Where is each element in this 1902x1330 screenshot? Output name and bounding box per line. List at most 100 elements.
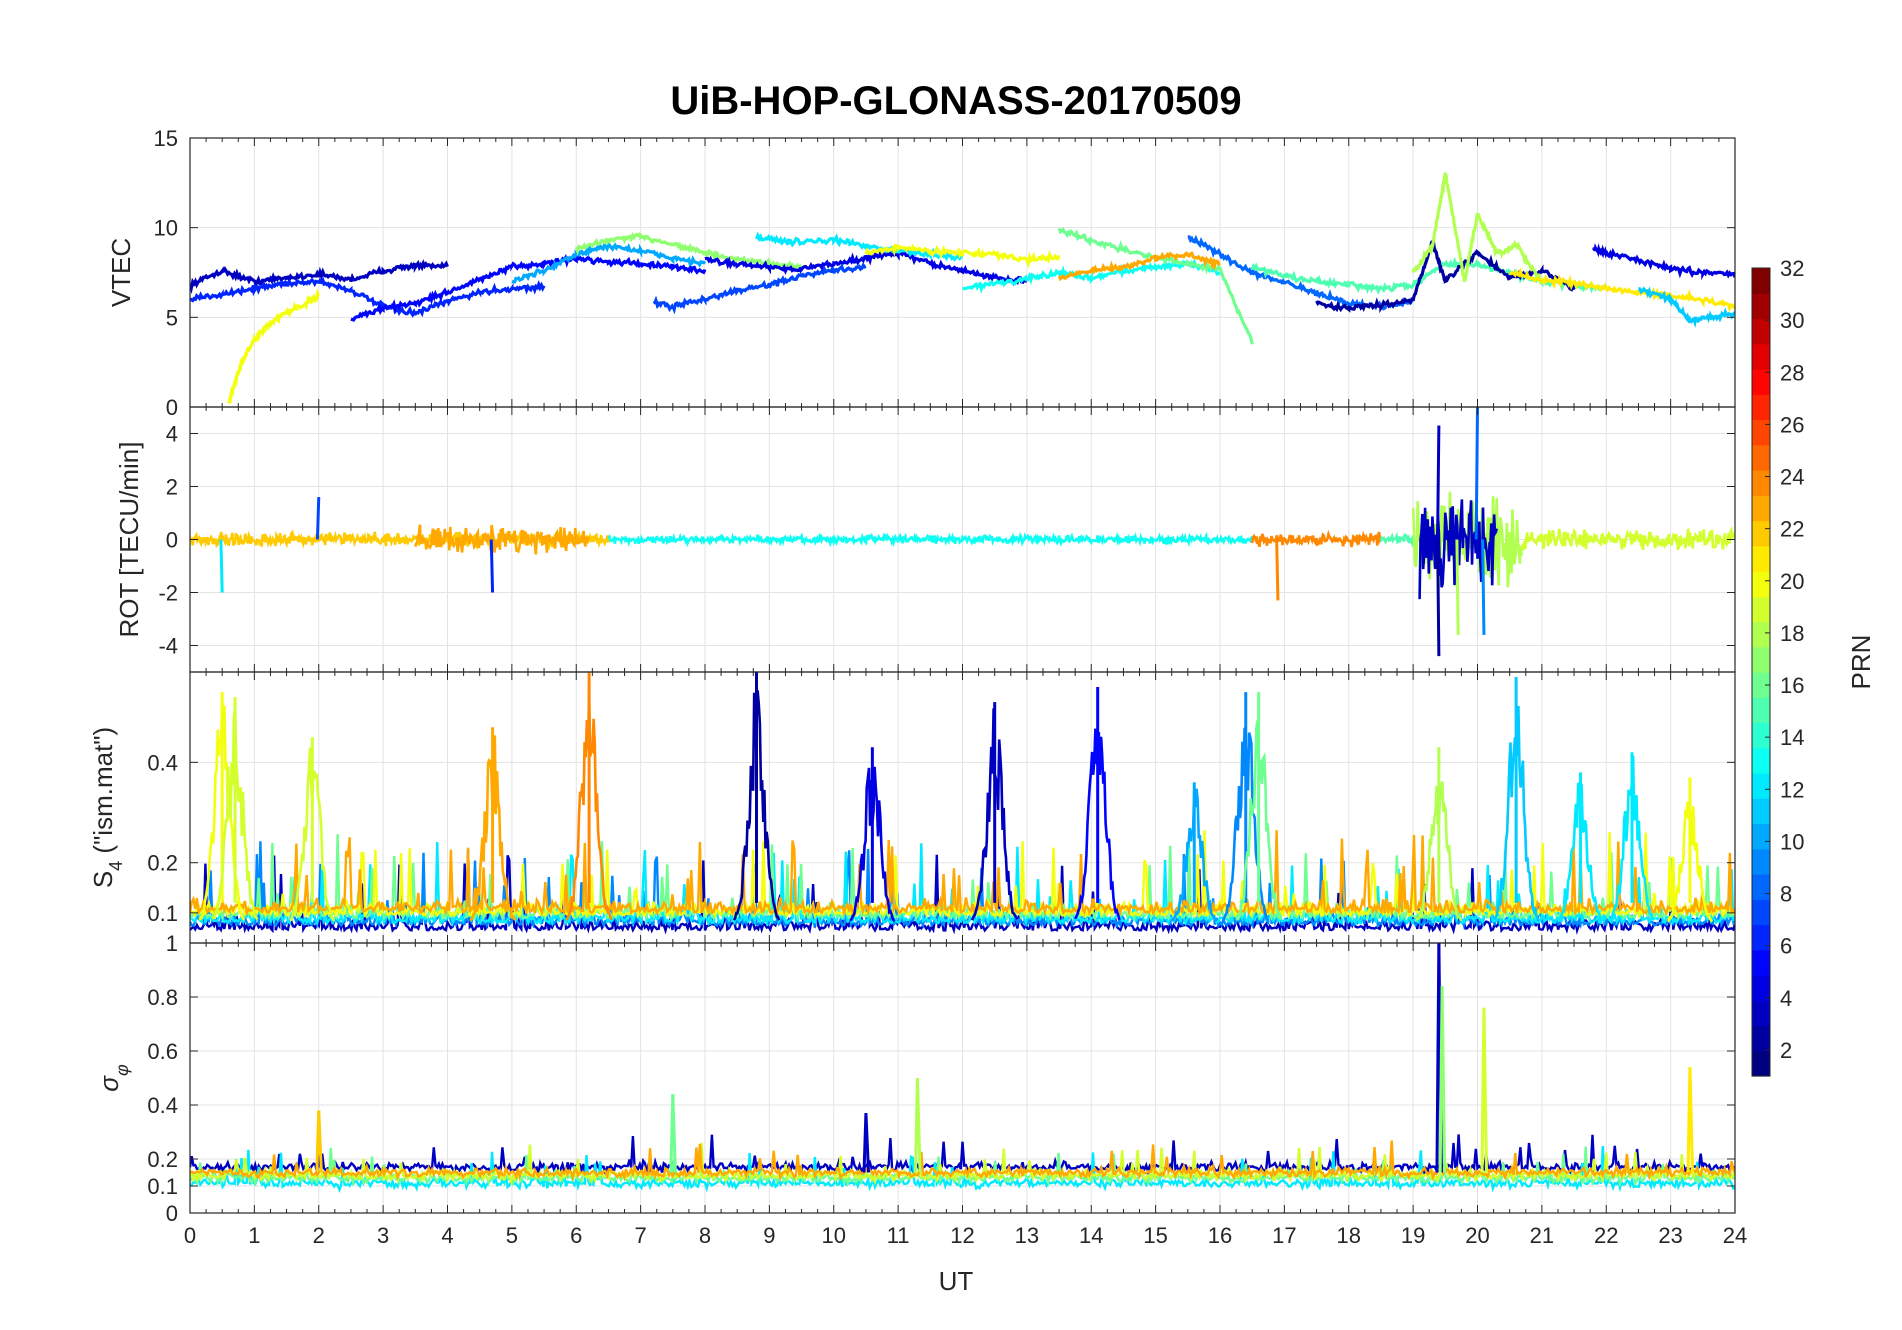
x-tick-label: 23 xyxy=(1658,1223,1682,1248)
x-tick-label: 3 xyxy=(377,1223,389,1248)
rot-series-1 xyxy=(414,524,591,555)
sigma-spike xyxy=(1688,1067,1695,1173)
x-tick-label: 0 xyxy=(184,1223,196,1248)
vtec-series-prn-18 xyxy=(1411,172,1543,286)
colorbar-tick-label: 30 xyxy=(1780,308,1804,333)
vtec-series-prn-7 xyxy=(652,262,867,315)
vtec-series-prn-23 xyxy=(1057,251,1221,282)
y-tick-label: 4 xyxy=(166,422,178,447)
x-tick-label: 8 xyxy=(699,1223,711,1248)
colorbar-segment xyxy=(1752,722,1770,749)
colorbar-tick-label: 20 xyxy=(1780,569,1804,594)
sigma-spike xyxy=(671,1094,677,1173)
x-tick-label: 20 xyxy=(1465,1223,1489,1248)
vtec-series-prn-3 xyxy=(190,259,449,295)
colorbar-segment xyxy=(1752,444,1770,471)
vtec-series-prn-4 xyxy=(704,247,1028,286)
y-axis-label-s4: S4 ("ism.mat") xyxy=(88,727,126,888)
x-axis-label: UT xyxy=(939,1266,974,1296)
rot-peak xyxy=(1436,425,1441,540)
y-axis-label-vtec: VTEC xyxy=(106,238,136,307)
x-tick-label: 11 xyxy=(887,1223,910,1248)
colorbar-segment xyxy=(1752,343,1770,370)
colorbar-tick-label: 6 xyxy=(1780,934,1792,959)
plot-area-s4 xyxy=(190,672,1735,935)
colorbar-tick-label: 24 xyxy=(1780,465,1804,490)
x-tick-label: 12 xyxy=(950,1223,974,1248)
x-tick-label: 13 xyxy=(1015,1223,1039,1248)
plot-area-rot xyxy=(190,407,1735,657)
y-tick-label: 0.1 xyxy=(147,1174,178,1199)
x-tick-label: 5 xyxy=(506,1223,518,1248)
colorbar-segment xyxy=(1752,975,1770,1001)
colorbar-tick-label: 32 xyxy=(1780,256,1804,281)
y-tick-label: 0 xyxy=(166,528,178,553)
y-axis-label-sigma: σφ xyxy=(94,1064,132,1092)
rot-peak xyxy=(1455,539,1460,635)
rot-series-4 xyxy=(1379,531,1415,549)
x-tick-label: 2 xyxy=(313,1223,325,1248)
colorbar-segment xyxy=(1752,318,1770,345)
colorbar-segment xyxy=(1752,899,1770,926)
colorbar-segment xyxy=(1752,621,1770,648)
colorbar-tick-label: 12 xyxy=(1780,777,1804,802)
colorbar-segment xyxy=(1752,672,1770,698)
x-tick-label: 15 xyxy=(1143,1223,1167,1248)
y-tick-label: 1 xyxy=(166,931,178,956)
colorbar-segment xyxy=(1752,747,1770,774)
vtec-series-prn-15 xyxy=(1250,256,1608,295)
colorbar-tick-label: 2 xyxy=(1780,1038,1792,1063)
x-tick-label: 7 xyxy=(635,1223,647,1248)
x-tick-label: 10 xyxy=(822,1223,846,1248)
colorbar-segment xyxy=(1752,848,1770,875)
colorbar-segment xyxy=(1752,545,1770,572)
sigma-trace-1 xyxy=(190,1146,1735,1193)
vtec-series-prn-11 xyxy=(1638,286,1735,329)
y-tick-label: -4 xyxy=(158,634,178,659)
colorbar-segment xyxy=(1752,798,1770,825)
colorbar-segment xyxy=(1752,697,1770,724)
rot-peak xyxy=(1481,539,1486,635)
sigma-trace-0 xyxy=(190,1134,1735,1178)
y-tick-label: -2 xyxy=(158,581,178,606)
vtec-series-prn-10 xyxy=(511,239,707,284)
y-tick-label: 10 xyxy=(154,216,178,241)
y-axis-label-rot: ROT [TECU/min] xyxy=(114,442,144,638)
rot-peak xyxy=(489,539,495,593)
y-tick-label: 5 xyxy=(166,305,178,330)
sigma-trace-4 xyxy=(190,1140,1735,1183)
colorbar-tick-label: 8 xyxy=(1780,882,1792,907)
y-tick-label: 0.6 xyxy=(147,1039,178,1064)
sigma-spike xyxy=(317,1110,323,1173)
s4-trace-5 xyxy=(190,830,1735,918)
vtec-series-prn-6 xyxy=(190,276,546,318)
colorbar-segment xyxy=(1752,874,1770,900)
y-tick-label: 2 xyxy=(166,475,178,500)
colorbar-segment xyxy=(1752,924,1770,951)
y-tick-label: 15 xyxy=(154,126,178,151)
colorbar-segment xyxy=(1752,949,1770,976)
rot-peak xyxy=(1436,539,1441,657)
y-tick-label: 0.2 xyxy=(147,851,178,876)
vtec-series-prn-4 xyxy=(1592,243,1735,281)
x-tick-label: 9 xyxy=(763,1223,775,1248)
colorbar-tick-label: 16 xyxy=(1780,673,1804,698)
vtec-series-prn-20 xyxy=(864,243,1061,269)
y-tick-label: 0 xyxy=(166,1201,178,1226)
chart-title: UiB-HOP-GLONASS-20170509 xyxy=(670,79,1241,123)
x-tick-labels: 0 1 2 3 4 5 6 7 8 9 10 11 12 13 14 15 16 17 18 19 20 21 22 23 24 xyxy=(184,1223,1747,1248)
sigma-spike xyxy=(1482,1007,1489,1173)
panel-s4: 0.1 0.2 0.4 S4 ("ism.mat") xyxy=(88,671,1736,944)
x-tick-label: 14 xyxy=(1079,1223,1103,1248)
y-tick-label: 0.8 xyxy=(147,985,178,1010)
colorbar-segment xyxy=(1752,571,1770,597)
plot-area-vtec xyxy=(190,172,1735,404)
x-tick-label: 18 xyxy=(1337,1223,1361,1248)
x-tick-label: 22 xyxy=(1594,1223,1618,1248)
x-tick-label: 1 xyxy=(248,1223,260,1248)
colorbar-tick-label: 22 xyxy=(1780,517,1804,542)
colorbar-tick-label: 28 xyxy=(1780,360,1804,385)
y-tick-label: 0.4 xyxy=(147,750,178,775)
colorbar-segment xyxy=(1752,646,1770,673)
